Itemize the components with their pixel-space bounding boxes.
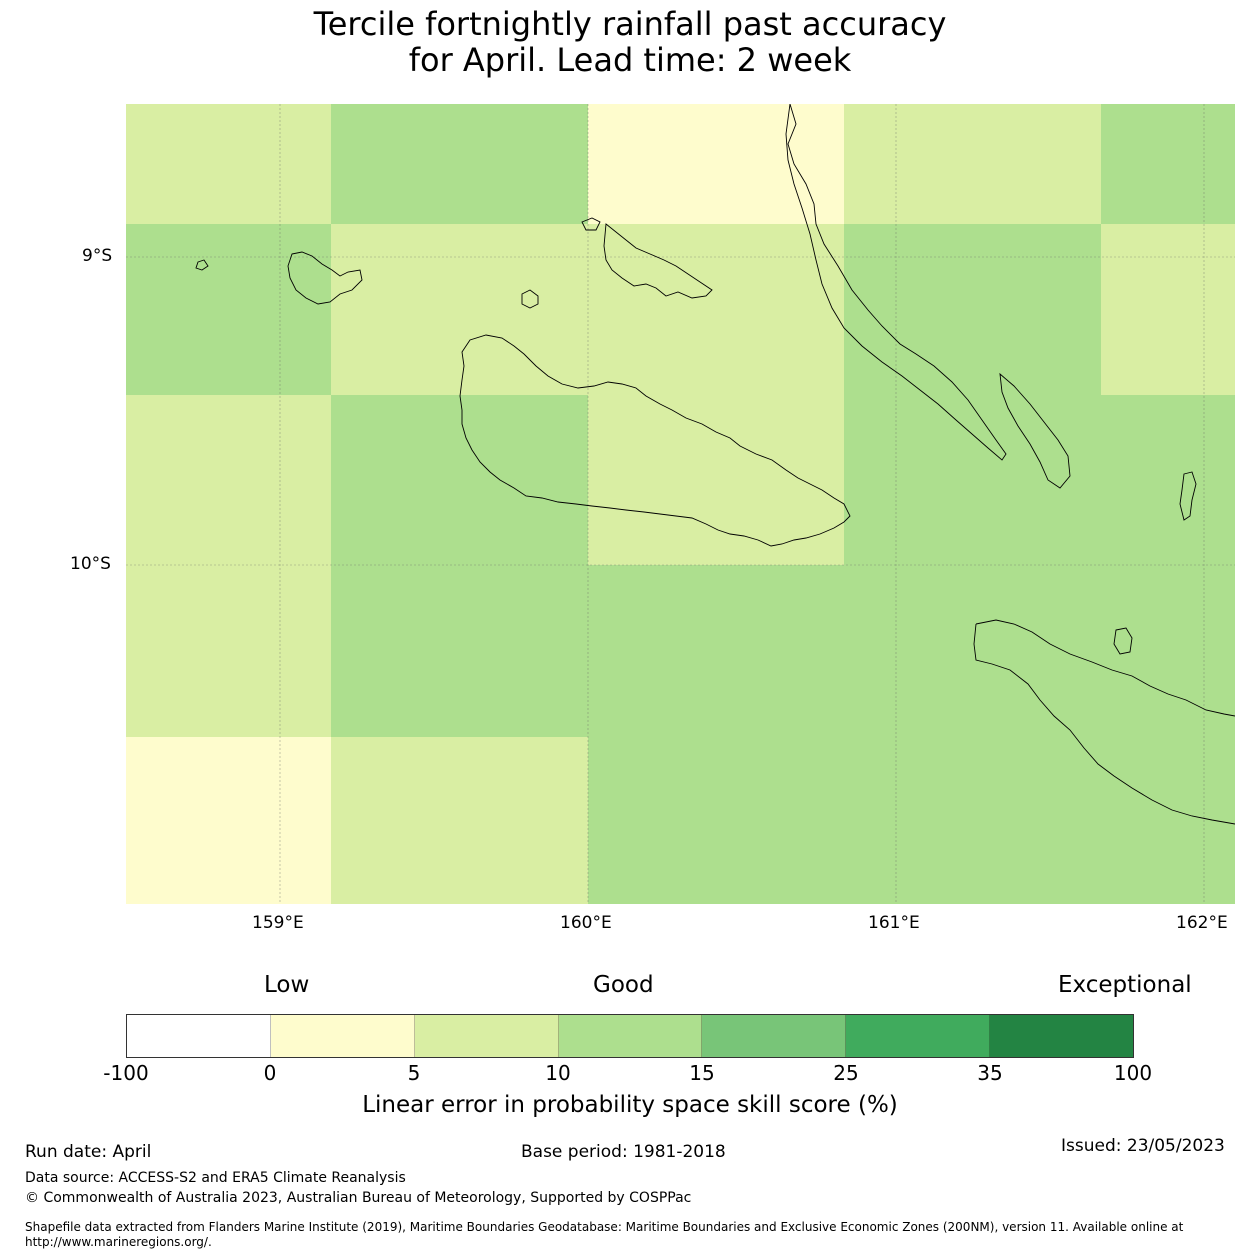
grid-cell: [1101, 224, 1235, 395]
coastlines: [195, 104, 1235, 825]
grid-cell: [844, 224, 1101, 395]
shapefile-credit: Shapefile data extracted from Flanders M…: [25, 1220, 1245, 1250]
grid-cell: [588, 395, 844, 565]
malaita-coast: [785, 104, 1007, 461]
grid-cell: [331, 224, 844, 395]
colorbar-tick: 15: [689, 1061, 715, 1085]
colorbar-segment: [270, 1015, 415, 1057]
lon-label-161e: 161°E: [868, 913, 920, 933]
base-period: Base period: 1981-2018: [521, 1142, 726, 1162]
grid-cell: [844, 104, 1101, 224]
graticule: [126, 104, 1235, 904]
grid-cell: [126, 224, 331, 395]
russell-small-island: [195, 259, 209, 271]
skill-map: [126, 104, 1235, 904]
lat-label-10s: 10°S: [70, 554, 111, 574]
colorbar-tick: -100: [103, 1061, 149, 1085]
grid-cell: [126, 104, 331, 224]
three-sisters-coast: [1113, 627, 1133, 655]
colorbar-tick: 10: [545, 1061, 571, 1085]
title-line-2: for April. Lead time: 2 week: [408, 41, 852, 79]
grid-cell: [1101, 104, 1235, 224]
colorbar: [126, 1014, 1134, 1058]
colorbar-tick: 5: [407, 1061, 421, 1085]
data-source: Data source: ACCESS-S2 and ERA5 Climate …: [25, 1170, 406, 1186]
grid-cell: [588, 737, 1235, 904]
lon-label-162e: 162°E: [1176, 913, 1228, 933]
map-svg: [126, 104, 1235, 904]
savo-coast: [521, 289, 539, 309]
issued-date: Issued: 23/05/2023: [1061, 1136, 1225, 1156]
colorbar-segment: [702, 1015, 847, 1057]
ulawa-coast: [1179, 471, 1197, 521]
legend-category-good: Good: [593, 972, 654, 998]
grid-cell: [331, 737, 588, 904]
colorbar-tick: 25: [833, 1061, 859, 1085]
colorbar-label: Linear error in probability space skill …: [362, 1092, 898, 1118]
legend-category-exceptional: Exceptional: [1058, 972, 1192, 998]
colorbar-tick: 35: [977, 1061, 1003, 1085]
grid-cell: [588, 104, 844, 224]
colorbar-segment: [558, 1015, 703, 1057]
grid-cell: [331, 565, 1235, 737]
colorbar-segment: [127, 1015, 271, 1057]
maramasike-coast: [999, 372, 1071, 489]
lon-label-160e: 160°E: [560, 913, 612, 933]
tulagi-coast: [581, 217, 601, 231]
grid-cell: [331, 104, 588, 224]
run-date: Run date: April: [25, 1142, 152, 1162]
title-line-1: Tercile fortnightly rainfall past accura…: [313, 5, 947, 43]
grid-cell: [844, 395, 1235, 565]
lat-label-9s: 9°S: [82, 246, 113, 266]
florida-islands-coast: [603, 223, 713, 299]
colorbar-tick: 100: [1113, 1061, 1153, 1085]
copyright: © Commonwealth of Australia 2023, Austra…: [25, 1190, 692, 1206]
colorbar-tick: 0: [263, 1061, 277, 1085]
colorbar-segment: [990, 1015, 1134, 1057]
colorbar-segment: [414, 1015, 559, 1057]
grid-cell: [126, 395, 331, 565]
map-title: Tercile fortnightly rainfall past accura…: [0, 6, 1260, 78]
makira-coast: [973, 619, 1235, 825]
grid-cell: [331, 395, 588, 565]
shapefile-credit-line-1: Shapefile data extracted from Flanders M…: [25, 1220, 1184, 1234]
russell-islands-coast: [287, 251, 363, 305]
colorbar-segment: [846, 1015, 991, 1057]
shapefile-credit-line-2: http://www.marineregions.org/.: [25, 1235, 212, 1249]
lon-label-159e: 159°E: [252, 913, 304, 933]
legend-category-low: Low: [264, 972, 310, 998]
guadalcanal-coast: [459, 334, 851, 547]
grid-cell: [126, 565, 331, 737]
grid-cell: [126, 737, 331, 904]
